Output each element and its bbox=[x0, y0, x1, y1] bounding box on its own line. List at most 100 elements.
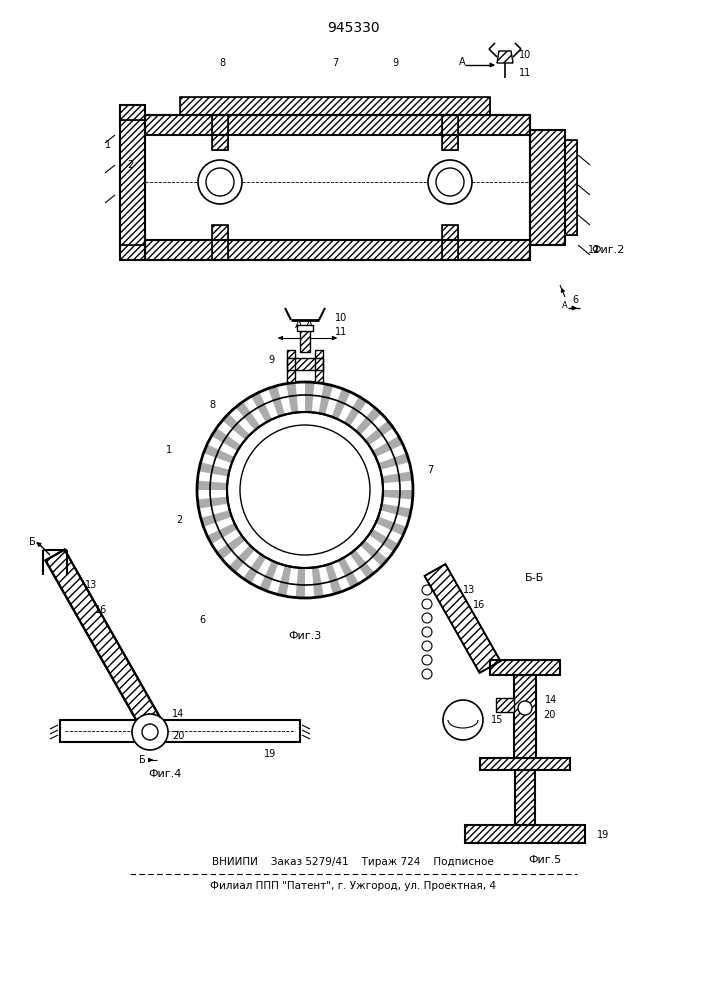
Wedge shape bbox=[382, 471, 413, 483]
Bar bbox=[287, 350, 295, 382]
Bar bbox=[145, 115, 530, 135]
Circle shape bbox=[518, 701, 532, 715]
Circle shape bbox=[428, 160, 472, 204]
Bar bbox=[515, 770, 535, 825]
Wedge shape bbox=[312, 567, 324, 598]
Bar bbox=[120, 105, 145, 260]
Bar bbox=[120, 105, 145, 120]
Bar bbox=[120, 105, 145, 260]
Circle shape bbox=[227, 412, 383, 568]
Bar bbox=[300, 330, 310, 352]
Bar bbox=[287, 350, 295, 382]
Bar bbox=[490, 660, 560, 675]
Wedge shape bbox=[251, 392, 272, 422]
Wedge shape bbox=[216, 535, 245, 559]
Wedge shape bbox=[268, 386, 285, 417]
Wedge shape bbox=[378, 453, 409, 470]
Text: 11: 11 bbox=[335, 327, 347, 337]
Wedge shape bbox=[350, 550, 375, 578]
Bar bbox=[490, 660, 560, 675]
Polygon shape bbox=[425, 564, 501, 673]
Bar bbox=[120, 245, 145, 260]
Text: 7: 7 bbox=[332, 58, 338, 68]
Circle shape bbox=[436, 168, 464, 196]
Wedge shape bbox=[197, 481, 227, 490]
Wedge shape bbox=[207, 523, 238, 544]
Text: 1: 1 bbox=[166, 445, 172, 455]
Text: 10: 10 bbox=[519, 50, 531, 60]
Bar bbox=[297, 325, 313, 331]
Bar bbox=[442, 225, 458, 260]
Text: Фиг.3: Фиг.3 bbox=[288, 631, 322, 641]
Wedge shape bbox=[305, 382, 315, 412]
Bar bbox=[145, 115, 530, 135]
Text: 14: 14 bbox=[545, 695, 557, 705]
Bar bbox=[287, 358, 323, 370]
Bar bbox=[465, 825, 585, 843]
Text: 10: 10 bbox=[335, 313, 347, 323]
Wedge shape bbox=[373, 436, 403, 457]
Bar bbox=[300, 330, 310, 352]
Wedge shape bbox=[369, 529, 399, 552]
Text: 15: 15 bbox=[491, 715, 503, 725]
Text: Филиал ППП "Патент", г. Ужгород, ул. Проектная, 4: Филиал ППП "Патент", г. Ужгород, ул. Про… bbox=[210, 881, 496, 891]
Text: 20: 20 bbox=[543, 710, 556, 720]
Bar bbox=[180, 97, 490, 115]
Polygon shape bbox=[497, 51, 513, 63]
Bar bbox=[212, 115, 228, 150]
Wedge shape bbox=[277, 565, 291, 596]
Text: 1: 1 bbox=[105, 140, 111, 150]
Text: 2: 2 bbox=[127, 160, 133, 170]
Text: 12: 12 bbox=[588, 245, 600, 255]
Bar bbox=[530, 130, 565, 245]
Text: 13: 13 bbox=[85, 580, 98, 590]
Wedge shape bbox=[199, 462, 230, 476]
Bar bbox=[180, 97, 490, 115]
Bar bbox=[442, 115, 458, 150]
Bar bbox=[145, 135, 530, 240]
Wedge shape bbox=[332, 389, 351, 419]
Wedge shape bbox=[201, 510, 232, 527]
Text: ВНИИПИ    Заказ 5279/41    Тираж 724    Подписное: ВНИИПИ Заказ 5279/41 Тираж 724 Подписное bbox=[212, 857, 494, 867]
Text: A: A bbox=[562, 300, 568, 310]
Bar bbox=[212, 225, 228, 260]
Polygon shape bbox=[45, 550, 160, 727]
Wedge shape bbox=[243, 554, 266, 584]
Bar bbox=[315, 350, 323, 382]
Bar bbox=[465, 825, 585, 843]
Wedge shape bbox=[355, 407, 381, 435]
Circle shape bbox=[443, 700, 483, 740]
Text: 9: 9 bbox=[269, 355, 275, 365]
Text: 13: 13 bbox=[463, 585, 475, 595]
Wedge shape bbox=[365, 421, 394, 445]
Bar bbox=[120, 245, 145, 260]
Bar bbox=[496, 698, 514, 712]
Text: 2: 2 bbox=[176, 515, 182, 525]
Text: 14: 14 bbox=[172, 709, 185, 719]
Bar bbox=[530, 130, 565, 245]
Wedge shape bbox=[382, 490, 413, 499]
Wedge shape bbox=[296, 568, 305, 598]
Circle shape bbox=[198, 160, 242, 204]
Text: 16: 16 bbox=[473, 600, 485, 610]
Wedge shape bbox=[338, 558, 359, 588]
Bar bbox=[565, 140, 577, 235]
Text: А-А: А-А bbox=[296, 320, 315, 330]
Circle shape bbox=[132, 714, 168, 750]
Text: 8: 8 bbox=[209, 400, 215, 410]
Wedge shape bbox=[360, 540, 387, 566]
Text: 7: 7 bbox=[427, 465, 433, 475]
Bar bbox=[480, 758, 570, 770]
Text: Б: Б bbox=[28, 537, 35, 547]
Bar bbox=[496, 698, 514, 712]
Wedge shape bbox=[211, 428, 241, 451]
Bar bbox=[442, 115, 458, 150]
Text: Фиг.5: Фиг.5 bbox=[528, 855, 561, 865]
Bar bbox=[145, 240, 530, 260]
Bar bbox=[514, 675, 536, 758]
Bar bbox=[515, 770, 535, 825]
Bar bbox=[212, 225, 228, 260]
Text: Фиг.2: Фиг.2 bbox=[591, 245, 625, 255]
Bar bbox=[565, 140, 577, 235]
Text: 9: 9 bbox=[392, 58, 398, 68]
